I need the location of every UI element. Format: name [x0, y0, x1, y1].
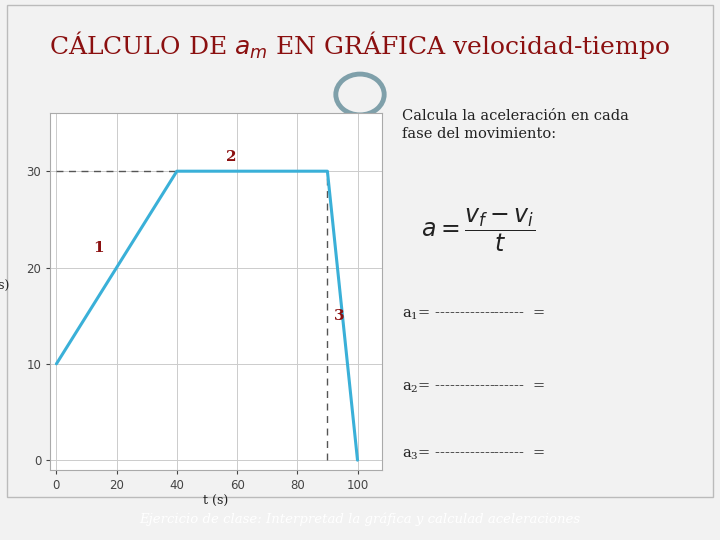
Text: 3: 3: [334, 309, 345, 323]
X-axis label: t (s): t (s): [203, 495, 229, 508]
Text: $\mathregular{a_3}$= ------------------  =: $\mathregular{a_3}$= ------------------ …: [402, 447, 546, 462]
Text: $a = \dfrac{v_f - v_i}{t}$: $a = \dfrac{v_f - v_i}{t}$: [420, 206, 535, 254]
Text: Ejercicio de clase: Interpretad la gráfica y calculad aceleraciones: Ejercicio de clase: Interpretad la gráfi…: [140, 513, 580, 526]
Text: Calcula la aceleración en cada
fase del movimiento:: Calcula la aceleración en cada fase del …: [402, 109, 629, 141]
Y-axis label: v (m/s): v (m/s): [0, 279, 9, 292]
Text: $\mathregular{a_2}$= ------------------  =: $\mathregular{a_2}$= ------------------ …: [402, 381, 546, 395]
Text: CÁLCULO DE $a_m$ EN GRÁFICA velocidad-tiempo: CÁLCULO DE $a_m$ EN GRÁFICA velocidad-ti…: [50, 29, 670, 61]
Text: $\mathregular{a_1}$= ------------------  =: $\mathregular{a_1}$= ------------------ …: [402, 307, 546, 321]
Text: 2: 2: [226, 150, 236, 164]
Text: 1: 1: [94, 241, 104, 255]
